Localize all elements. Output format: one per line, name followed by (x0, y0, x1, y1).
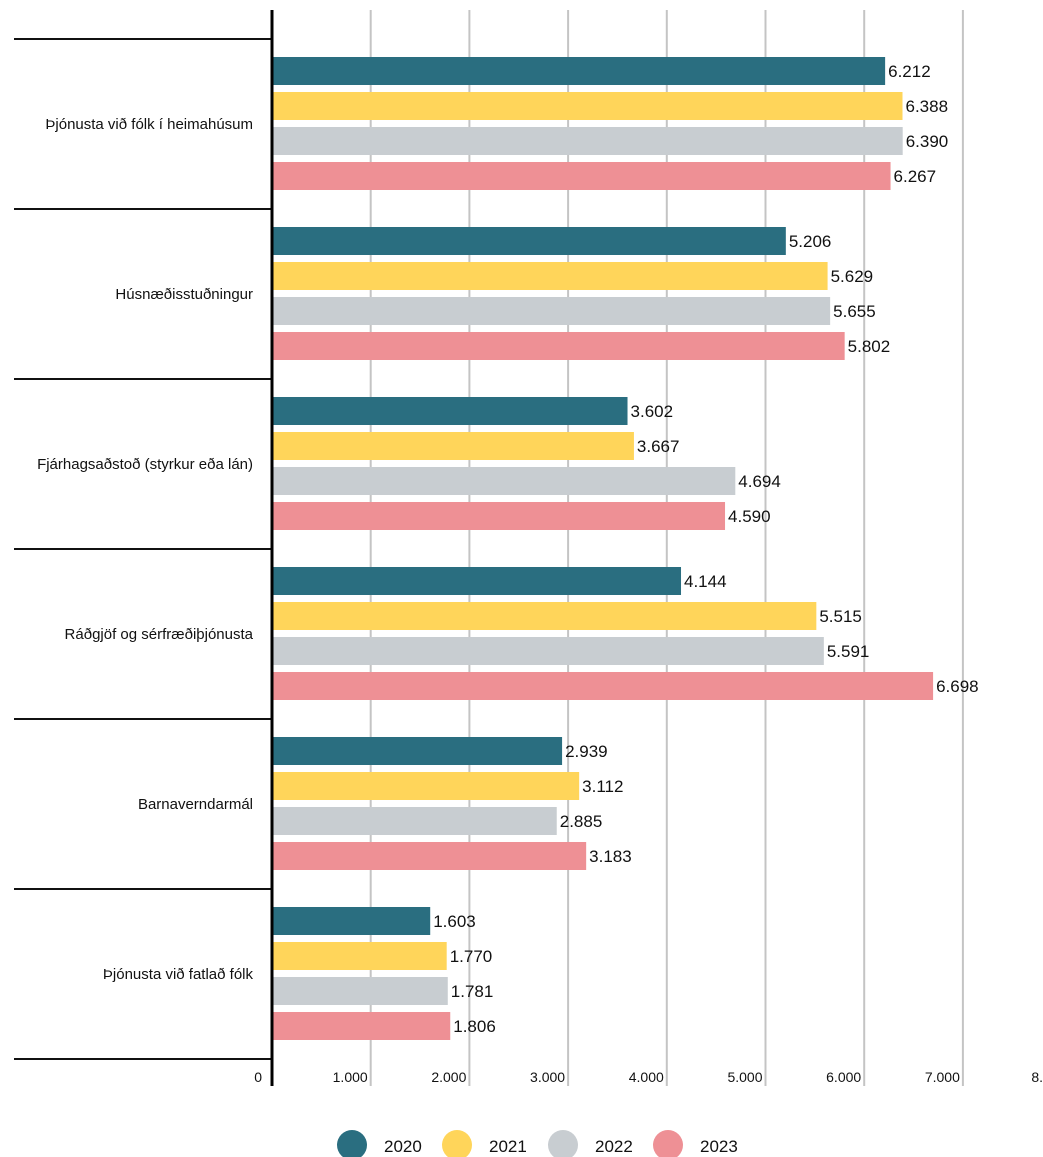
x-tick-label: 5.000 (727, 1069, 762, 1085)
data-label: 5.206 (789, 232, 832, 251)
bar (272, 907, 431, 935)
bar (272, 297, 831, 325)
bar (272, 397, 628, 425)
x-tick-label: 4.000 (629, 1069, 664, 1085)
data-label: 5.802 (848, 337, 891, 356)
data-label: 5.591 (827, 642, 870, 661)
bar (272, 432, 634, 460)
data-label: 6.390 (906, 132, 949, 151)
data-label: 5.629 (831, 267, 874, 286)
data-label: 4.590 (728, 507, 771, 526)
bar (272, 567, 682, 595)
x-tick-label: 8.00 (1031, 1069, 1043, 1085)
category-label: Fjárhagsaðstoð (styrkur eða lán) (37, 456, 253, 473)
bar (272, 262, 828, 290)
data-label: 4.144 (684, 572, 727, 591)
x-tick-label: 6.000 (826, 1069, 861, 1085)
data-label: 1.603 (433, 912, 476, 931)
bar (272, 127, 903, 155)
legend-label: 2021 (489, 1137, 527, 1156)
category-label: Húsnæðisstuðningur (115, 286, 253, 303)
category-label: Ráðgjöf og sérfræðiþjónusta (65, 626, 254, 643)
legend-label: 2023 (700, 1137, 738, 1156)
bar (272, 502, 726, 530)
bar (272, 737, 563, 765)
bar (272, 332, 845, 360)
bar (272, 467, 736, 495)
bar (272, 637, 824, 665)
bar (272, 807, 557, 835)
data-label: 3.602 (631, 402, 674, 421)
bar (272, 92, 903, 120)
x-tick-label: 1.000 (333, 1069, 368, 1085)
x-tick-label: 2.000 (431, 1069, 466, 1085)
bar (272, 942, 447, 970)
bar (272, 772, 580, 800)
category-label: Þjónusta við fatlað fólk (103, 966, 254, 983)
data-label: 3.183 (589, 847, 632, 866)
data-label: 6.698 (936, 677, 979, 696)
data-label: 1.806 (453, 1017, 496, 1036)
bar (272, 672, 934, 700)
data-label: 4.694 (738, 472, 781, 491)
bar (272, 1012, 451, 1040)
data-label: 5.655 (833, 302, 876, 321)
legend-label: 2022 (595, 1137, 633, 1156)
data-label: 3.667 (637, 437, 680, 456)
data-label: 6.388 (905, 97, 948, 116)
data-label: 5.515 (819, 607, 862, 626)
legend-marker (548, 1130, 578, 1157)
legend-label: 2020 (384, 1137, 422, 1156)
bar (272, 227, 786, 255)
bar (272, 842, 587, 870)
category-label: Þjónusta við fólk í heimahúsum (45, 116, 253, 133)
data-label: 6.212 (888, 62, 931, 81)
bar (272, 57, 886, 85)
x-tick-label: 7.000 (925, 1069, 960, 1085)
data-label: 2.939 (565, 742, 608, 761)
data-label: 6.267 (894, 167, 937, 186)
x-tick-label: 0 (254, 1069, 262, 1085)
bar (272, 162, 891, 190)
bar (272, 977, 448, 1005)
data-label: 1.781 (451, 982, 494, 1001)
data-label: 3.112 (582, 777, 623, 796)
legend-marker (442, 1130, 472, 1157)
legend-marker (653, 1130, 683, 1157)
data-label: 2.885 (560, 812, 603, 831)
data-label: 1.770 (450, 947, 493, 966)
category-label: Barnaverndarmál (138, 796, 253, 813)
bar (272, 602, 817, 630)
x-tick-label: 3.000 (530, 1069, 565, 1085)
legend-marker (337, 1130, 367, 1157)
